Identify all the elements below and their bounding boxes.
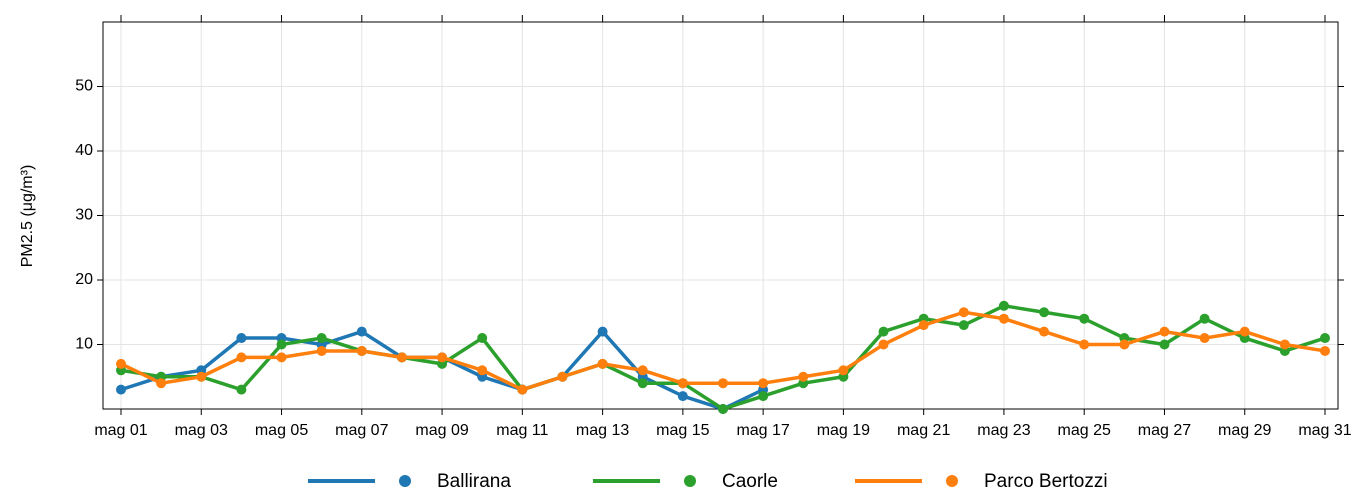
point (718, 378, 728, 389)
point (276, 352, 287, 363)
x-tick-label: mag 03 (175, 422, 228, 439)
legend-label: Caorle (722, 471, 778, 491)
legend-label: Ballirana (437, 471, 511, 491)
point (878, 326, 889, 337)
point (1079, 339, 1090, 350)
point (236, 384, 247, 395)
point (718, 404, 728, 414)
point (1320, 345, 1330, 356)
x-tick-label: mag 21 (897, 422, 950, 439)
point (396, 352, 407, 363)
point (1079, 313, 1090, 324)
y-tick-label: 50 (75, 78, 93, 95)
point (116, 384, 126, 395)
point (677, 391, 688, 402)
point (477, 333, 488, 344)
point (1039, 326, 1050, 337)
point (316, 333, 327, 344)
y-tick-label: 20 (75, 271, 93, 288)
point (276, 339, 287, 350)
x-tick-label: mag 19 (817, 422, 870, 439)
point (1239, 326, 1250, 337)
point (677, 378, 688, 389)
point (116, 358, 126, 369)
point (998, 300, 1009, 311)
point (958, 307, 969, 318)
series-line (120, 304, 1326, 411)
point (1320, 333, 1330, 344)
point (1279, 339, 1290, 350)
point (437, 352, 448, 363)
point (758, 391, 769, 402)
point (356, 326, 367, 337)
point (316, 345, 327, 356)
y-tick-label: 30 (75, 207, 93, 224)
point (637, 365, 648, 376)
point (1119, 339, 1130, 350)
point (236, 352, 247, 363)
point (156, 378, 167, 389)
legend-marker (399, 475, 411, 487)
y-tick-label: 10 (75, 336, 93, 353)
point (838, 365, 849, 376)
x-tick-label: mag 09 (415, 422, 468, 439)
point (998, 313, 1009, 324)
point (196, 371, 207, 382)
point (1199, 333, 1210, 344)
x-tick-label: mag 11 (496, 422, 548, 439)
x-tick-label: mag 15 (656, 422, 709, 439)
point (557, 371, 568, 382)
x-tick-label: mag 17 (736, 422, 789, 439)
point (758, 378, 769, 389)
point (1039, 307, 1050, 318)
x-tick-label: mag 29 (1218, 422, 1271, 439)
x-tick-label: mag 13 (576, 422, 629, 439)
point (477, 365, 488, 376)
point (878, 339, 889, 350)
legend-label: Parco Bertozzi (984, 471, 1108, 491)
point (597, 326, 608, 337)
point (637, 378, 648, 389)
x-tick-label: mag 07 (335, 422, 388, 439)
y-axis-label: PM2.5 (μg/m³) (19, 165, 36, 268)
y-tick-label: 40 (75, 142, 93, 159)
point (236, 333, 247, 344)
x-tick-label: mag 27 (1138, 422, 1191, 439)
point (1199, 313, 1210, 324)
x-tick-label: mag 05 (255, 422, 308, 439)
point (1159, 339, 1170, 350)
legend-marker (946, 475, 958, 487)
series-line (120, 310, 1326, 392)
point (356, 345, 367, 356)
x-tick-label: mag 25 (1058, 422, 1111, 439)
point (517, 384, 528, 395)
point (918, 320, 929, 331)
x-tick-label: mag 01 (94, 422, 147, 439)
point (1159, 326, 1170, 337)
point (798, 371, 809, 382)
point (958, 320, 969, 331)
point (597, 358, 608, 369)
legend-marker (684, 475, 696, 487)
x-tick-label: mag 23 (977, 422, 1030, 439)
x-tick-label: mag 31 (1298, 422, 1351, 439)
